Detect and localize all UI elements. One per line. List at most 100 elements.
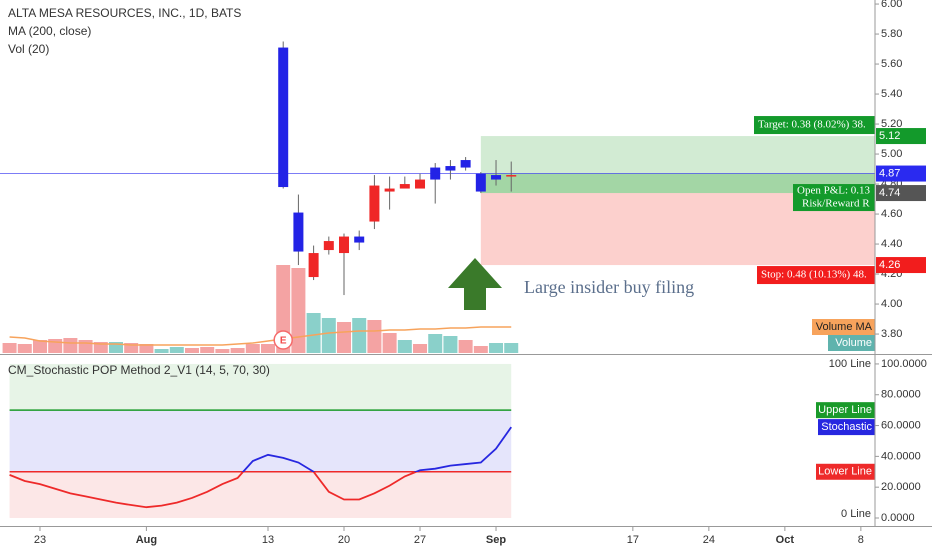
x-tick-label: 20: [338, 534, 350, 546]
volume-bar: [245, 344, 260, 353]
y-tick-label: 80.0000: [881, 389, 921, 401]
y-tick-label: 6.00: [881, 0, 902, 10]
level-label: Lower Line: [818, 466, 872, 478]
volume-bar: [63, 338, 78, 353]
volume-bar: [443, 336, 458, 353]
volume-bar: [124, 343, 139, 353]
volume-bar: [230, 348, 245, 353]
candle-body: [460, 160, 471, 168]
x-tick-label: 27: [414, 534, 426, 546]
candle-body: [475, 173, 486, 192]
candle-body: [445, 166, 456, 171]
event-label: E: [280, 336, 287, 347]
target-price-bg: [876, 128, 926, 145]
volume-bar: [93, 342, 108, 353]
candle-body: [506, 175, 517, 177]
x-tick-label: Aug: [136, 534, 157, 546]
volume-bar: [489, 343, 504, 353]
level-label-bg: [816, 463, 875, 480]
y-tick-label: 4.40: [881, 238, 902, 250]
y-tick-label: 4.60: [881, 208, 902, 220]
target-zone: [480, 136, 875, 194]
current-price: 4.87: [879, 167, 900, 179]
band: [9, 410, 512, 472]
candle-body: [384, 188, 395, 192]
pnl-label: Open P&L: 0.13: [797, 185, 871, 197]
stochastic-pane: CM_Stochastic POP Method 2_V1 (14, 5, 70…: [8, 358, 875, 520]
x-tick-label: 23: [34, 534, 46, 546]
volume-bar: [154, 349, 169, 353]
stochastic-line: [9, 426, 512, 509]
volume-ma-label-bg: [812, 319, 875, 335]
y-tick-label: 20.0000: [881, 481, 921, 493]
volume-bar: [215, 349, 230, 353]
volume-bar: [352, 318, 367, 353]
level-label: 0 Line: [841, 508, 871, 520]
volume-ma-line: [9, 326, 512, 346]
y-tick-label: 3.80: [881, 328, 902, 340]
candle-body: [323, 241, 334, 251]
volume-bar: [291, 268, 306, 353]
volume-label: Volume: [835, 337, 872, 349]
target-price: 5.12: [879, 130, 900, 142]
volume-bar: [397, 340, 412, 353]
annotation: Large insider buy filing: [524, 277, 694, 297]
volume-bar: [504, 343, 519, 353]
volume-bar: [473, 346, 488, 353]
annotation-arrow: [448, 258, 502, 310]
volume-bar: [184, 348, 199, 353]
series-label: Stochastic: [821, 421, 872, 433]
x-tick-label: 17: [627, 534, 639, 546]
indicator-title: CM_Stochastic POP Method 2_V1 (14, 5, 70…: [8, 363, 270, 377]
level-label-bg: [816, 402, 875, 419]
target-label: Target: 0.38 (8.02%) 38.: [758, 119, 866, 131]
x-tick-label: 24: [703, 534, 715, 546]
x-tick-label: Sep: [486, 534, 506, 546]
candle-body: [369, 185, 380, 222]
indicator-label: Vol (20): [8, 42, 49, 56]
volume-bar: [367, 320, 382, 353]
volume-bar: [78, 340, 93, 353]
stop-label: Stop: 0.48 (10.13%) 48.: [761, 269, 867, 281]
pnl-label-bg: [793, 184, 875, 212]
volume-bar: [382, 333, 397, 353]
candle-body: [278, 47, 289, 188]
volume-bar: [2, 343, 17, 353]
rr-label: Risk/Reward R: [802, 198, 870, 210]
x-tick-label: 8: [858, 534, 864, 546]
candle-body: [399, 184, 410, 189]
volume-bar: [32, 340, 47, 353]
candle-body: [354, 236, 365, 243]
event-marker: [273, 330, 293, 350]
x-tick-label: Oct: [776, 534, 795, 546]
stop-price-bg: [876, 257, 926, 274]
level-label: Upper Line: [818, 404, 872, 416]
volume-bar: [169, 347, 184, 353]
y-tick-label: 5.40: [881, 88, 902, 100]
volume-bar: [458, 340, 473, 353]
volume-bar: [200, 347, 215, 353]
series-label-bg: [818, 419, 875, 436]
y-tick-label: 0.0000: [881, 512, 915, 524]
volume-bar: [261, 344, 276, 353]
y-tick-label: 60.0000: [881, 419, 921, 431]
candle-body: [339, 236, 350, 254]
chart-title: ALTA MESA RESOURCES, INC., 1D, BATS: [8, 6, 241, 20]
candle-body: [430, 167, 441, 180]
current-price-bg: [876, 165, 926, 182]
candle-body: [293, 212, 304, 252]
volume-bar: [428, 334, 443, 353]
x-tick-label: 13: [262, 534, 274, 546]
band: [9, 471, 512, 518]
candle-body: [415, 179, 426, 189]
y-tick-label: 5.80: [881, 28, 902, 40]
volume-bar: [139, 344, 154, 353]
y-tick-label: 4.00: [881, 298, 902, 310]
volume-bar: [413, 344, 428, 353]
candle-body: [308, 253, 319, 278]
volume-bar: [321, 318, 336, 353]
volume-bar: [306, 313, 321, 353]
axes: 6.005.805.605.405.205.004.804.604.404.20…: [34, 0, 927, 546]
